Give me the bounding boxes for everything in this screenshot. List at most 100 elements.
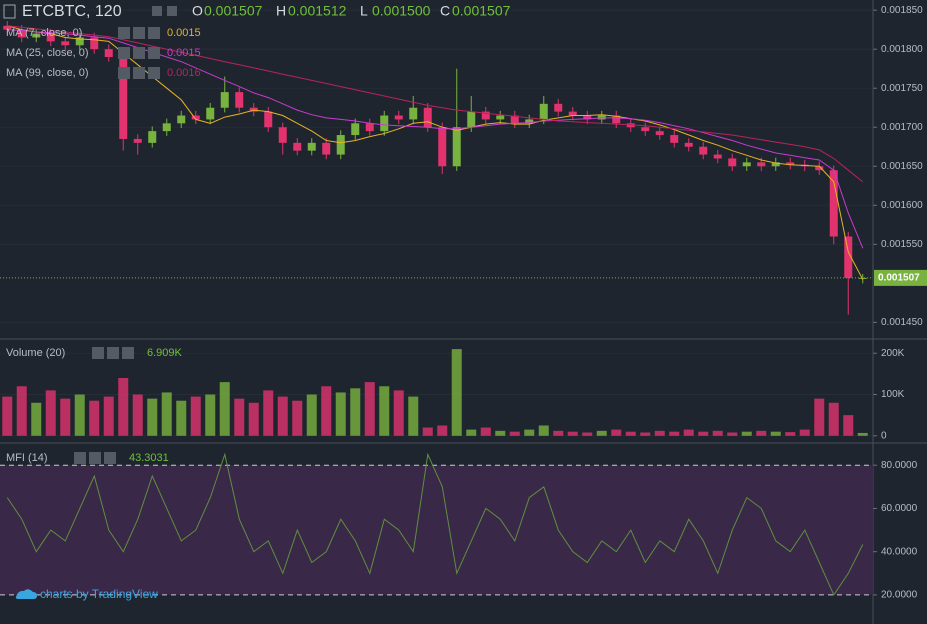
- volume-bar: [596, 430, 607, 436]
- candle-body: [264, 111, 273, 128]
- y-tick-label: 0.001750: [881, 83, 923, 94]
- y-tick-label: 200K: [881, 348, 905, 359]
- y-tick-label: 60.0000: [881, 503, 918, 514]
- y-tick-label: 0.001850: [881, 5, 923, 16]
- volume-bar: [89, 400, 100, 436]
- ohlc-label: C: [440, 3, 450, 19]
- y-tick-label: 0.001650: [881, 161, 923, 172]
- volume-bar: [770, 431, 781, 436]
- candle-body: [583, 115, 592, 120]
- volume-bar: [45, 390, 56, 436]
- volume-bar: [277, 396, 288, 436]
- volume-bar: [799, 429, 810, 436]
- candle-body: [539, 103, 548, 120]
- candle-body: [438, 127, 447, 167]
- ohlc-value: 0.001512: [288, 3, 347, 19]
- indicator-name[interactable]: MA (7, close, 0): [6, 27, 82, 39]
- ohlc-value: 0.001507: [204, 3, 263, 19]
- volume-bar: [785, 432, 796, 436]
- y-tick-label: 100K: [881, 389, 905, 400]
- icon: [133, 67, 145, 79]
- volume-bar: [393, 390, 404, 436]
- volume-bar: [611, 429, 622, 436]
- icon: [133, 47, 145, 59]
- volume-bar: [219, 382, 230, 436]
- volume-bar: [741, 431, 752, 436]
- y-tick-label: 0.001800: [881, 44, 923, 55]
- indicator-value: 0.0015: [167, 47, 201, 59]
- volume-bar: [567, 431, 578, 436]
- ohlc-label: H: [276, 3, 286, 19]
- volume-bar: [669, 431, 680, 436]
- volume-bar: [364, 382, 375, 436]
- volume-bar: [321, 386, 332, 436]
- ma-line: [7, 25, 864, 183]
- icon: [148, 27, 160, 39]
- logo: [15, 589, 38, 599]
- mfi-band: [0, 465, 873, 595]
- icon: [118, 27, 130, 39]
- volume-bar: [205, 394, 216, 436]
- candle-body: [684, 142, 693, 147]
- volume-bar: [147, 398, 158, 436]
- y-tick-label: 0.001600: [881, 200, 923, 211]
- candle-body: [423, 107, 432, 128]
- header: ETCBTC, 120: [3, 3, 177, 20]
- volume-bar: [654, 430, 665, 436]
- volume-bar: [422, 427, 433, 436]
- candle-body: [148, 131, 157, 143]
- indicator-value: 43.3031: [129, 452, 169, 464]
- icon: [74, 452, 86, 464]
- symbol-title: ETCBTC, 120: [22, 3, 122, 20]
- candle-body: [90, 37, 99, 50]
- candle-body: [655, 131, 664, 136]
- volume-bar: [190, 396, 201, 436]
- candle-body: [17, 29, 26, 38]
- volume-bar: [857, 432, 868, 436]
- icon: [104, 452, 116, 464]
- candle-body: [786, 162, 795, 165]
- candle-body: [61, 41, 70, 46]
- volume-bar: [74, 394, 85, 436]
- candle-body: [742, 162, 751, 167]
- candle-body: [641, 127, 650, 132]
- volume-bar: [132, 394, 143, 436]
- y-tick-label: 0.001450: [881, 317, 923, 328]
- volume-bar: [843, 415, 854, 436]
- volume-bar: [248, 402, 259, 436]
- volume-bar: [683, 429, 694, 436]
- candle-body: [46, 33, 55, 42]
- y-tick-label: 0.001550: [881, 239, 923, 250]
- indicator-name[interactable]: MFI (14): [6, 452, 48, 464]
- candle-body: [757, 162, 766, 167]
- candle-body: [119, 56, 128, 139]
- y-tick-label: 20.0000: [881, 590, 918, 601]
- indicator-name[interactable]: MA (25, close, 0): [6, 47, 89, 59]
- volume-bar: [480, 427, 491, 436]
- icon: [118, 47, 130, 59]
- volume-bar: [524, 429, 535, 436]
- candle-body: [133, 138, 142, 143]
- candle-body: [452, 127, 461, 167]
- candle-body: [728, 158, 737, 167]
- volume-bar: [335, 392, 346, 436]
- volume-bar: [234, 398, 245, 436]
- volume-bar: [698, 431, 709, 436]
- volume-bar: [103, 396, 114, 436]
- ohlc-value: 0.001500: [372, 3, 431, 19]
- volume-bar: [625, 431, 636, 436]
- indicator-name[interactable]: Volume (20): [6, 347, 65, 359]
- attribution[interactable]: charts by TradingView: [40, 587, 158, 601]
- volume-bar: [437, 425, 448, 436]
- candle-body: [815, 166, 824, 171]
- candle-body: [206, 107, 215, 120]
- volume-bar: [727, 432, 738, 436]
- indicator-name[interactable]: MA (99, close, 0): [6, 67, 89, 79]
- candle-body: [699, 146, 708, 155]
- candle-body: [220, 92, 229, 108]
- volume-bar: [118, 377, 129, 436]
- candle-body: [104, 49, 113, 57]
- volume-bar: [379, 386, 390, 436]
- icon: [122, 347, 134, 359]
